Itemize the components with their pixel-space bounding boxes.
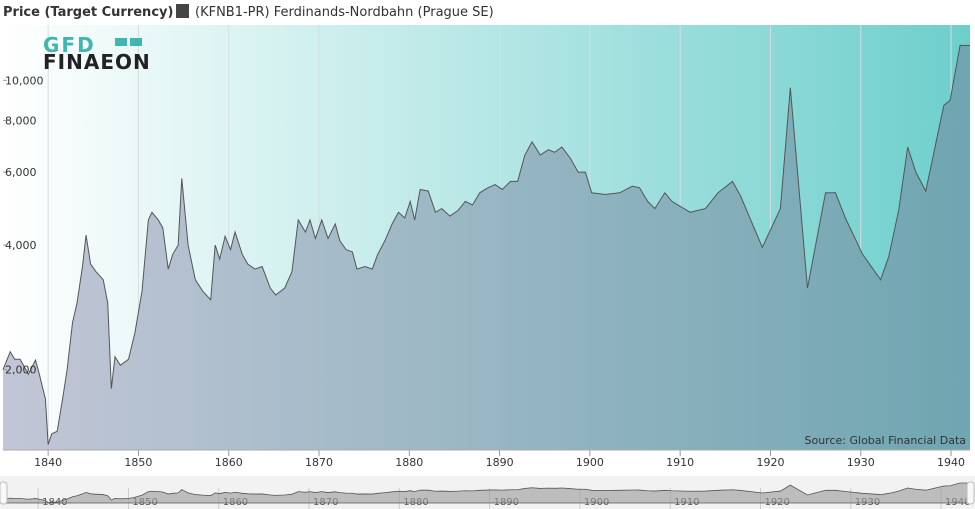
logo-leaf xyxy=(115,38,142,46)
x-tick-label: 1890 xyxy=(486,456,514,469)
area xyxy=(3,45,970,450)
logo-bottom: FINAEON xyxy=(43,50,151,74)
logo-top: GFD xyxy=(43,33,96,57)
y-tick-label: 4,000 xyxy=(5,239,37,252)
x-tick-label: 1920 xyxy=(756,456,784,469)
x-tick-label: 1900 xyxy=(576,456,604,469)
legend-label: (KFNB1-PR) Ferdinands-Nordbahn (Prague S… xyxy=(195,5,494,20)
x-tick-label: 1870 xyxy=(305,456,333,469)
x-tick-label: 1880 xyxy=(395,456,423,469)
x-tick-label: 1850 xyxy=(124,456,152,469)
navigator-handle xyxy=(0,481,8,505)
legend-swatch xyxy=(176,4,189,18)
y-tick-label: 10,000 xyxy=(5,74,44,87)
line xyxy=(2,44,970,445)
x-tick-label: 1840 xyxy=(34,456,62,469)
x-tick-label: 1860 xyxy=(215,456,243,469)
x-tick-label: 1910 xyxy=(666,456,694,469)
y-tick-label: 6,000 xyxy=(5,166,37,179)
logo: GFD FINAEON xyxy=(43,33,151,74)
chart-title: Price (Target Currency) xyxy=(3,5,173,20)
y-tick-label: 8,000 xyxy=(5,114,37,127)
navigator-handle xyxy=(966,481,975,505)
source-note: Source: Global Financial Data xyxy=(805,434,967,447)
x-tick-label: 1940 xyxy=(937,456,965,469)
y-tick-label: 2,000 xyxy=(5,364,37,377)
x-tick-label: 1930 xyxy=(847,456,875,469)
navigator-area xyxy=(2,482,971,504)
